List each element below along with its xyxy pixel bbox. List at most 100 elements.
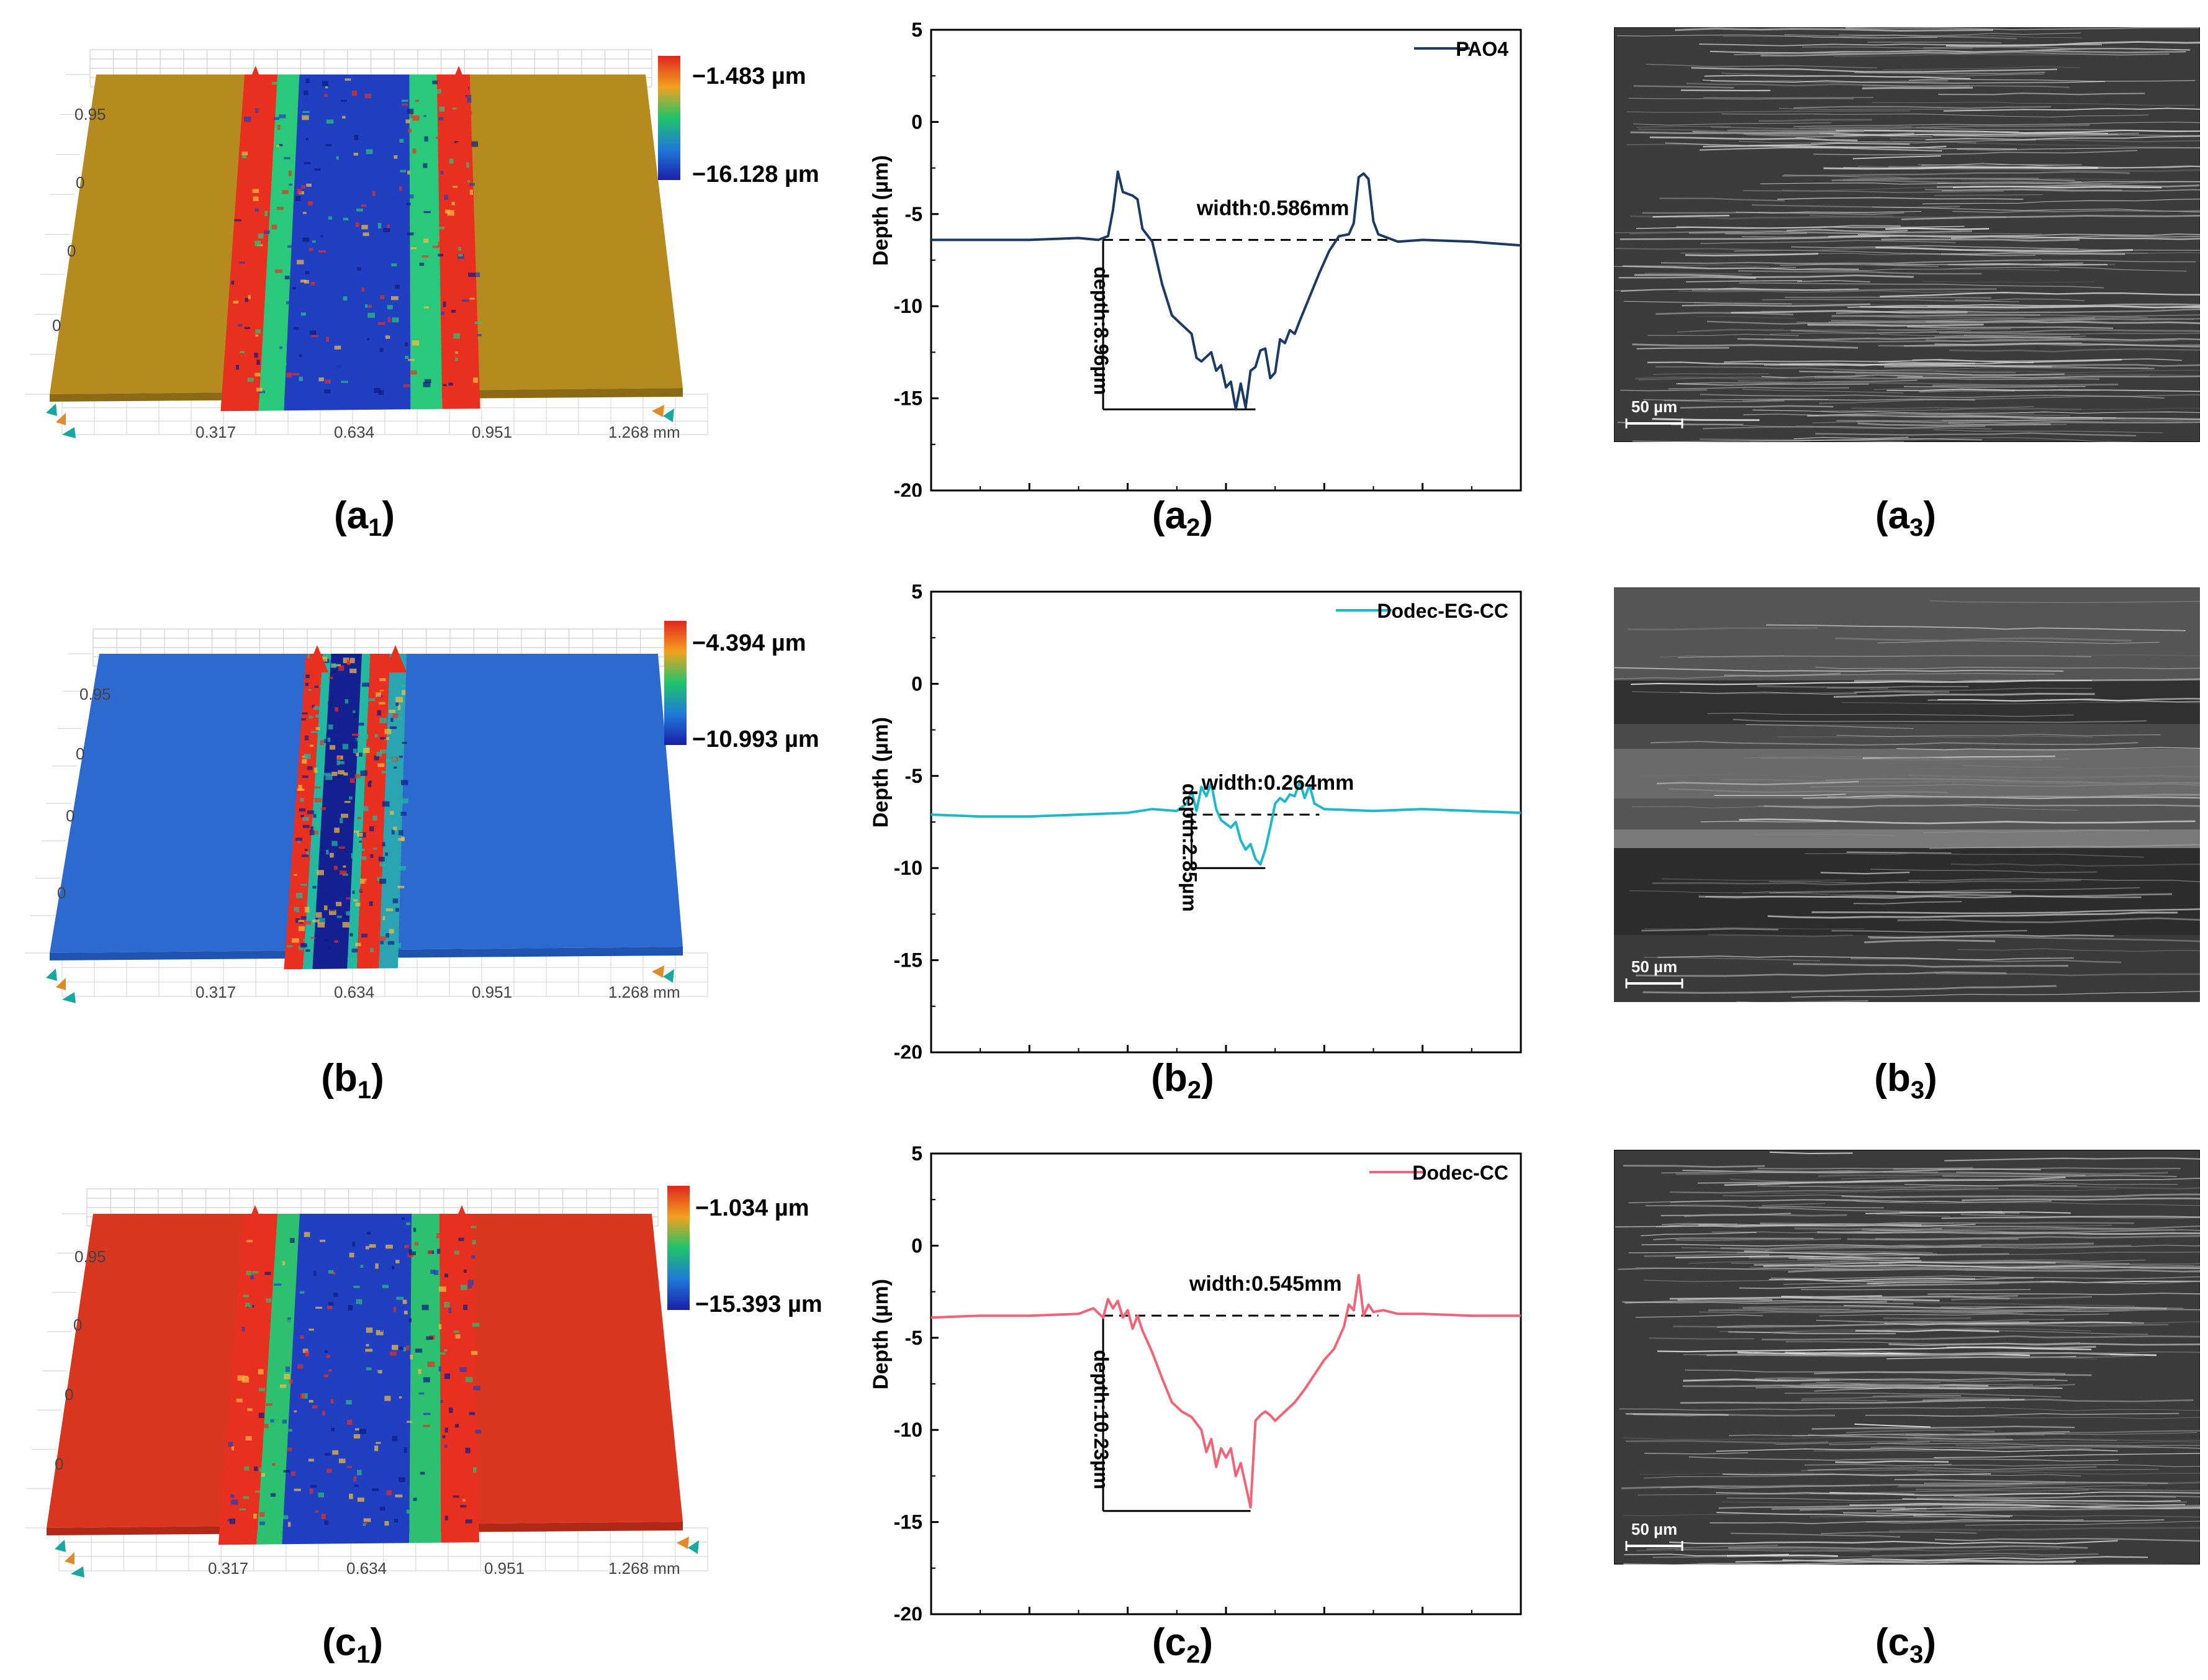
surface-texture bbox=[473, 377, 479, 383]
surface-texture bbox=[304, 156, 307, 162]
surface-texture bbox=[378, 936, 386, 941]
surface-texture bbox=[349, 669, 357, 674]
wear-scratch bbox=[1872, 263, 2116, 266]
wear-scratch bbox=[1808, 1434, 2014, 1440]
groove-band bbox=[220, 75, 278, 412]
surface-texture bbox=[380, 941, 384, 945]
view-reset-icon[interactable] bbox=[652, 405, 674, 422]
surface-texture bbox=[343, 772, 348, 776]
wear-scratch bbox=[1801, 1468, 2159, 1472]
wear-scratch bbox=[1636, 774, 1852, 777]
wear-scratch bbox=[1855, 1329, 1999, 1332]
surface-texture bbox=[410, 370, 417, 375]
wear-scratch bbox=[1644, 927, 1865, 930]
surface-texture bbox=[255, 240, 261, 246]
view-rotate-icon[interactable] bbox=[46, 969, 76, 1003]
surface-texture bbox=[423, 106, 430, 110]
surface-texture bbox=[351, 91, 358, 96]
wear-scratch bbox=[1644, 1473, 2081, 1479]
surface-y-tick: 0.95 bbox=[74, 105, 106, 124]
surface-texture bbox=[457, 142, 462, 147]
view-reset-icon[interactable] bbox=[652, 965, 674, 983]
surface-texture bbox=[336, 760, 340, 765]
surface-texture bbox=[333, 847, 336, 851]
view-rotate-icon[interactable] bbox=[46, 404, 76, 438]
surface-texture bbox=[405, 342, 408, 346]
caption-b1: (b1) bbox=[321, 1057, 384, 1104]
surface-texture bbox=[349, 702, 357, 706]
wear-scratch bbox=[1636, 125, 1731, 128]
surface-texture bbox=[320, 740, 324, 746]
view-reset-icon[interactable] bbox=[677, 1537, 699, 1554]
surface-texture bbox=[335, 901, 342, 906]
surface-texture bbox=[304, 906, 310, 913]
wear-scratch bbox=[1761, 1335, 2200, 1341]
surface-x-tick: 0.634 bbox=[346, 1559, 387, 1578]
wear-scratch bbox=[1675, 1548, 2060, 1552]
surface-texture bbox=[457, 376, 462, 380]
wear-scratch bbox=[1625, 1440, 1829, 1445]
wear-scratch bbox=[1665, 142, 2017, 150]
width-annotation: width:0.545mm bbox=[1189, 1272, 1342, 1296]
surface-texture bbox=[353, 712, 358, 718]
surface-texture bbox=[300, 798, 304, 802]
surface-texture bbox=[331, 841, 338, 846]
sem-image-b: 50 µm bbox=[1614, 587, 2200, 1002]
wear-scratch bbox=[1911, 251, 2200, 255]
surface-texture bbox=[361, 856, 367, 860]
wear-scratch bbox=[1813, 1447, 2093, 1452]
surface-texture bbox=[298, 946, 304, 951]
surface-texture bbox=[387, 305, 393, 310]
surface-texture bbox=[328, 216, 333, 220]
surface-texture bbox=[351, 708, 356, 711]
surface-texture bbox=[454, 1250, 459, 1255]
surface-texture bbox=[294, 1488, 301, 1491]
surface-texture bbox=[386, 1490, 392, 1496]
groove-band bbox=[284, 75, 411, 411]
surface-texture bbox=[324, 1350, 328, 1353]
wear-scratch bbox=[1739, 1305, 1842, 1309]
wear-scratch bbox=[1922, 199, 2200, 204]
surface-texture bbox=[250, 1275, 255, 1280]
wear-scratch bbox=[1734, 51, 2170, 56]
wear-scratch bbox=[1624, 1300, 1888, 1304]
surface-texture bbox=[300, 883, 307, 886]
wear-scratch bbox=[1883, 66, 2080, 70]
surface-texture bbox=[444, 1373, 451, 1380]
surface-texture bbox=[305, 1350, 310, 1357]
view-rotate-icon[interactable] bbox=[55, 1540, 84, 1578]
y-tick-label: 0 bbox=[911, 672, 922, 695]
colorbar-min-label: −15.393 µm bbox=[695, 1291, 822, 1317]
surface-texture bbox=[363, 747, 370, 753]
y-axis-label: Depth (µm) bbox=[869, 1279, 893, 1389]
wear-scratch bbox=[1764, 803, 2200, 809]
surface-y-tick: 0 bbox=[73, 1316, 82, 1334]
wear-scratch bbox=[1680, 1188, 2117, 1194]
surface-texture bbox=[415, 99, 420, 102]
wear-scratch bbox=[1849, 1502, 2200, 1509]
surface-texture bbox=[373, 847, 377, 850]
wear-scratch bbox=[1706, 1352, 2111, 1357]
surface-texture bbox=[284, 276, 290, 280]
surface-texture bbox=[467, 97, 472, 103]
surface-texture bbox=[408, 1251, 416, 1255]
surface-texture bbox=[295, 838, 302, 841]
wear-scratch bbox=[1725, 232, 1808, 235]
surface-texture bbox=[404, 1244, 410, 1249]
surface-texture bbox=[378, 390, 384, 395]
wear-scratch bbox=[1742, 891, 1914, 894]
depth-profile-chart-a: 50-5-10-15-200.00.20.40.60.81.01.2Width … bbox=[869, 19, 1527, 497]
surface-texture bbox=[321, 656, 328, 662]
surface-texture bbox=[451, 202, 456, 205]
wear-scratch bbox=[1778, 108, 1982, 111]
surface-texture bbox=[323, 772, 331, 776]
surface-texture bbox=[389, 726, 397, 729]
wear-scratch bbox=[1946, 1345, 2096, 1349]
surface-texture bbox=[378, 856, 385, 862]
wear-scratch bbox=[1836, 130, 2200, 133]
surface-texture bbox=[469, 1226, 477, 1229]
surface-texture bbox=[430, 1269, 436, 1274]
x-tick-label: 0.6 bbox=[1212, 1058, 1240, 1059]
surface-texture bbox=[427, 1362, 435, 1367]
wear-scratch bbox=[1922, 281, 2095, 283]
